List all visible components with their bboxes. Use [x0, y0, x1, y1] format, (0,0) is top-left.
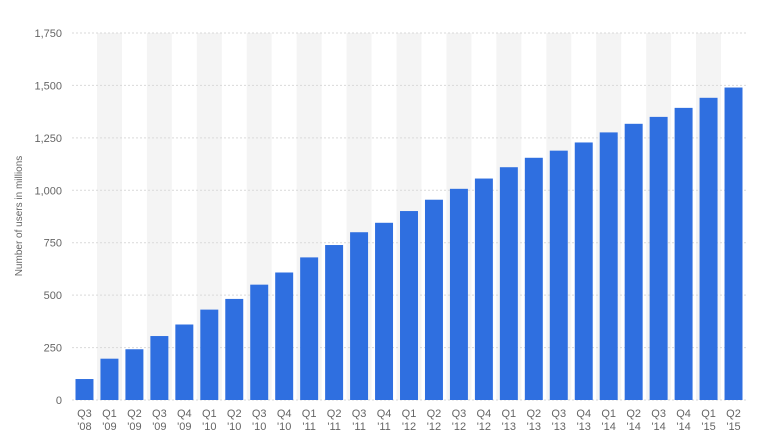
x-tick-label: Q2'12 [427, 408, 442, 433]
bar [699, 97, 718, 401]
x-tick-label: Q4'11 [377, 408, 392, 433]
bar [649, 116, 668, 400]
x-tick-label: Q1'12 [402, 408, 417, 433]
y-tick-label: 1,000 [34, 185, 62, 197]
x-tick-label: Q4'09 [177, 408, 192, 433]
x-tick-label: Q3'08 [77, 408, 92, 433]
bar [350, 232, 369, 400]
x-tick-label: Q3'10 [252, 408, 267, 433]
bar [200, 309, 219, 400]
x-tick-label: Q2'11 [327, 408, 342, 433]
x-tick-label: Q4'13 [576, 408, 591, 433]
bar [225, 298, 244, 400]
column-band [96, 33, 122, 400]
x-tick-label: Q1'15 [701, 408, 716, 433]
x-tick-label: Q1'11 [302, 408, 317, 433]
y-axis-title: Number of users in millions [14, 156, 25, 277]
x-tick-label: Q3'12 [452, 408, 467, 433]
y-tick-label: 250 [44, 343, 62, 355]
bar [150, 336, 169, 400]
y-tick-label: 1,500 [34, 80, 62, 92]
x-tick-label: Q1'10 [202, 408, 217, 433]
x-tick-label: Q3'11 [352, 408, 367, 433]
x-tick-label: Q2'09 [127, 408, 142, 433]
bar [300, 257, 319, 400]
bar [175, 324, 194, 400]
x-tick-label: Q2'10 [227, 408, 242, 433]
y-tick-label: 1,750 [34, 28, 62, 40]
bar [549, 150, 568, 400]
y-tick-label: 0 [56, 395, 62, 407]
bar [674, 107, 693, 401]
bar [499, 167, 518, 400]
x-tick-label: Q2'13 [526, 408, 541, 433]
y-tick-label: 500 [44, 290, 62, 302]
x-tick-label: Q2'15 [726, 408, 741, 433]
x-tick-label: Q3'13 [551, 408, 566, 433]
y-tick-label: 750 [44, 238, 62, 250]
bar [400, 211, 418, 400]
bar [424, 199, 443, 400]
x-tick-label: Q1'14 [601, 408, 616, 433]
y-axis-ticks: 0 250 500 750 1,000 1,250 1,500 1,750 [34, 28, 62, 407]
bar [524, 157, 543, 400]
bar [449, 188, 468, 400]
x-tick-label: Q4'12 [477, 408, 492, 433]
x-tick-label: Q1'09 [102, 408, 117, 433]
y-tick-label: 1,250 [34, 133, 62, 145]
bars [75, 87, 743, 401]
bar [724, 87, 743, 401]
bar [624, 123, 643, 401]
x-tick-label: Q1'13 [502, 408, 517, 433]
bar [100, 358, 119, 400]
bar [474, 178, 493, 400]
bar [574, 142, 593, 400]
x-tick-label: Q3'14 [651, 408, 666, 433]
bar [599, 132, 618, 400]
bar [75, 379, 94, 400]
bar [325, 245, 344, 400]
x-axis-ticks: Q3'08 Q1'09 Q2'09 Q3'09 Q4'09 Q1'10 Q2'10 Q3'10… [77, 408, 741, 433]
x-tick-label: Q4'10 [277, 408, 292, 433]
bar [375, 222, 394, 400]
bar [275, 272, 294, 400]
bar [125, 349, 144, 400]
x-tick-label: Q3'09 [152, 408, 167, 433]
bar [250, 284, 269, 400]
x-tick-label: Q2'14 [626, 408, 641, 433]
x-tick-label: Q4'14 [676, 408, 691, 433]
